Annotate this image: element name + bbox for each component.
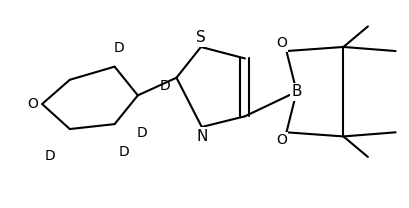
Text: D: D [118, 145, 128, 160]
Text: O: O [275, 133, 286, 147]
Text: B: B [291, 84, 301, 99]
Text: O: O [28, 97, 38, 111]
Text: O: O [275, 36, 286, 50]
Text: D: D [45, 149, 56, 163]
Text: D: D [113, 41, 124, 55]
Text: D: D [160, 79, 171, 93]
Text: D: D [137, 126, 147, 140]
Text: N: N [196, 129, 207, 144]
Text: S: S [196, 30, 205, 45]
